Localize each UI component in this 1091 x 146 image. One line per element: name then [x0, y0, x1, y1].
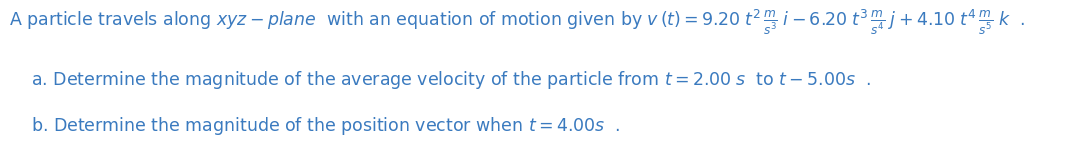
Text: b. Determine the magnitude of the position vector when $t = 4.00s$  .: b. Determine the magnitude of the positi…: [31, 115, 620, 137]
Text: A particle travels along $\mathit{xyz} - \mathit{plane}$  with an equation of mo: A particle travels along $\mathit{xyz} -…: [9, 7, 1024, 36]
Text: a. Determine the magnitude of the average velocity of the particle from $t = 2.0: a. Determine the magnitude of the averag…: [31, 68, 871, 91]
